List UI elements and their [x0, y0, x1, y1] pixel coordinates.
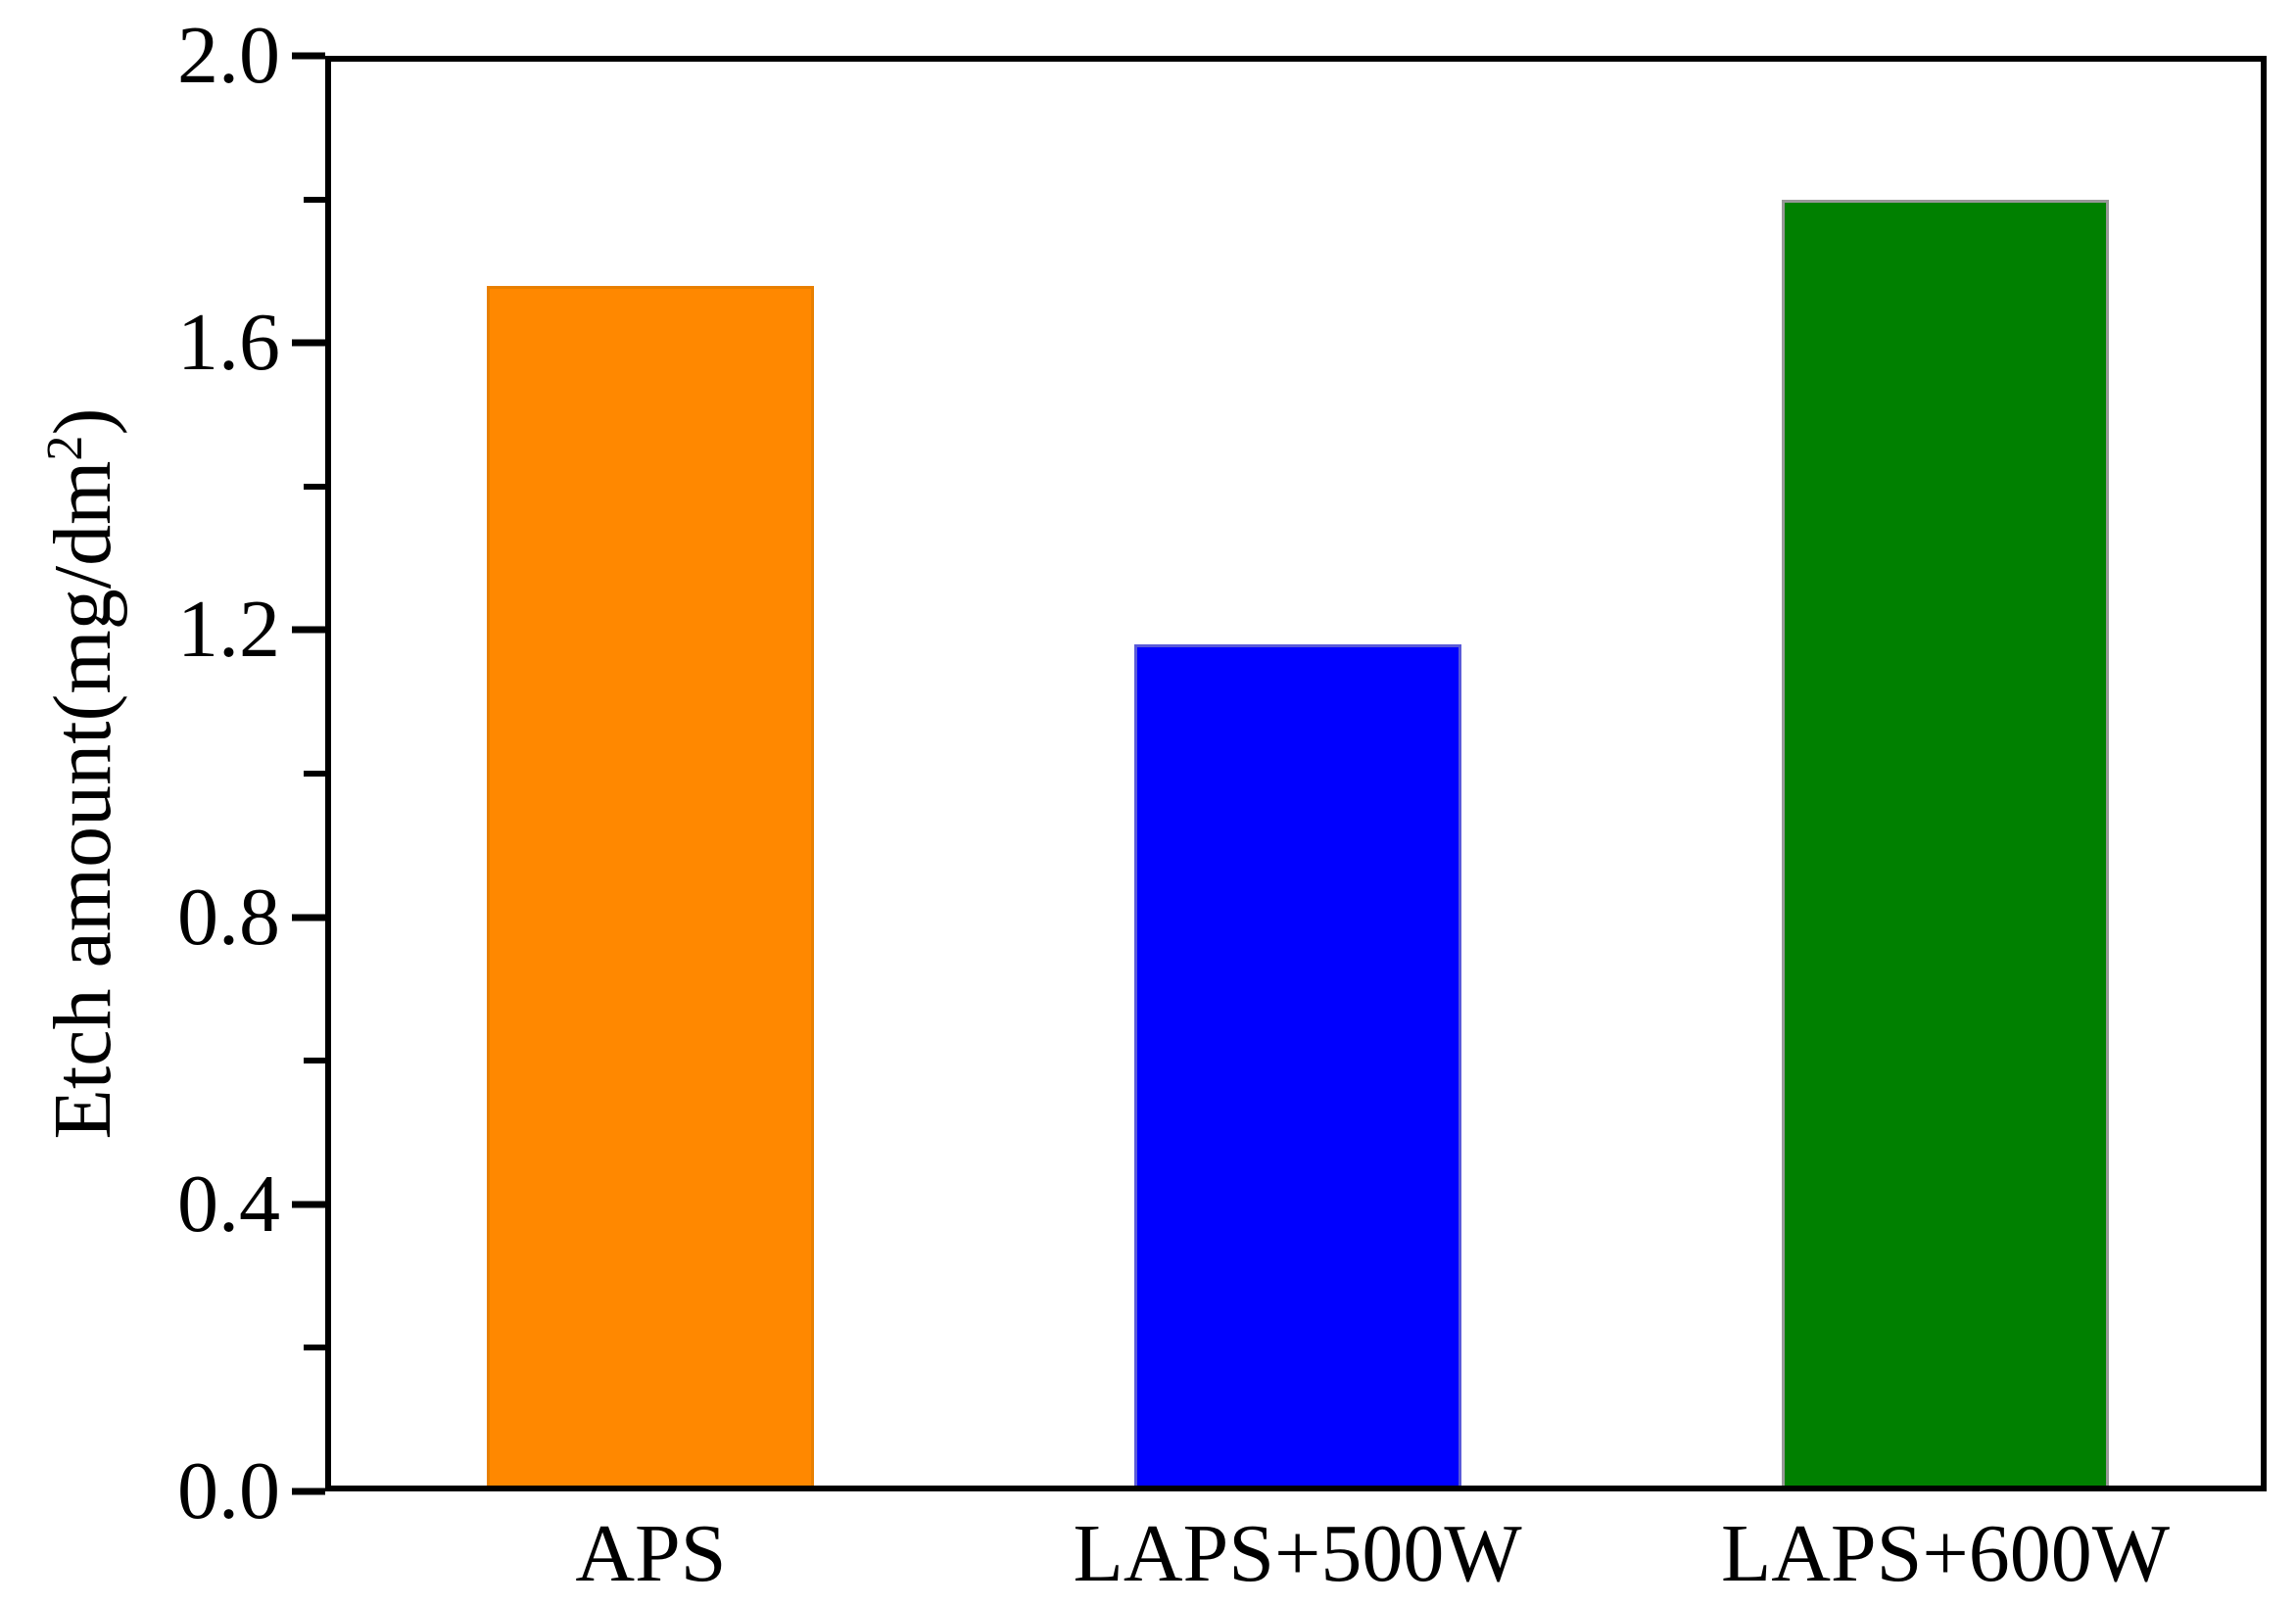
y-axis-major-tick	[292, 1201, 325, 1208]
x-axis-label-laps-500w: LAPS+500W	[1073, 1508, 1522, 1599]
y-axis-minor-tick	[304, 483, 325, 490]
bar-laps-600w	[1781, 199, 2109, 1491]
y-axis-major-tick	[292, 339, 325, 347]
y-axis: 0.0 0.4 0.8 1.2 1.6 2.0	[0, 15, 325, 1533]
plot-area	[325, 56, 2267, 1491]
y-axis-minor-tick	[304, 1345, 325, 1351]
y-tick-label: 0.4	[177, 1157, 280, 1250]
y-tick-label: 0.8	[177, 871, 280, 963]
y-axis-minor-tick	[304, 771, 325, 777]
y-axis-major-tick	[292, 52, 325, 60]
y-axis-minor-tick	[304, 196, 325, 203]
y-tick-label: 1.2	[177, 584, 280, 676]
y-axis-major-tick	[292, 1488, 325, 1495]
y-axis-major-tick	[292, 914, 325, 921]
bar-laps-500w	[1133, 644, 1461, 1491]
y-axis-minor-tick	[304, 1058, 325, 1064]
x-axis-label-aps: APS	[575, 1508, 727, 1599]
y-tick-label: 1.6	[177, 297, 280, 389]
bar-aps	[487, 285, 815, 1491]
y-axis-major-tick	[292, 626, 325, 634]
x-axis-labels: APS LAPS+500W LAPS+600W	[325, 1502, 2267, 1606]
y-tick-label: 2.0	[177, 10, 280, 101]
y-tick-label: 0.0	[177, 1445, 280, 1536]
x-axis-label-laps-600w: LAPS+600W	[1720, 1508, 2170, 1599]
